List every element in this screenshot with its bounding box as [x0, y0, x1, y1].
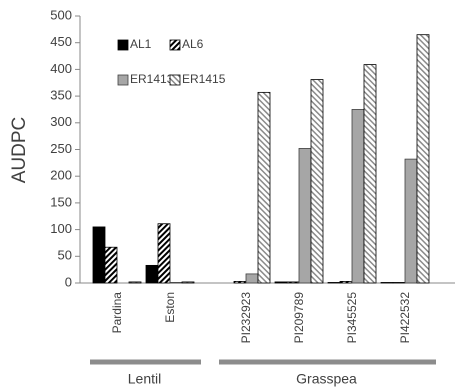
x-tick-label: PI209789 [292, 292, 306, 344]
bar [298, 148, 312, 284]
bar [92, 226, 106, 284]
legend-label: ER1415 [182, 72, 226, 86]
x-tick-label: PI232923 [239, 292, 253, 344]
y-tick-label: 400 [50, 61, 72, 76]
bar [380, 282, 394, 284]
legend-swatch [117, 39, 129, 51]
bar [392, 282, 406, 284]
x-tick-label: Eston [163, 292, 177, 323]
bar [286, 281, 300, 284]
x-tick-label: Pardina [110, 292, 124, 334]
bar [310, 79, 324, 284]
bar [274, 281, 288, 284]
y-tick-label: 0 [65, 274, 72, 289]
x-tick-label: PI422532 [398, 292, 412, 344]
y-tick-label: 50 [58, 248, 72, 263]
legend-label: ER1413 [130, 72, 174, 86]
group-label: Lentil [128, 371, 161, 387]
legend-swatch [169, 74, 181, 86]
legend-label: AL1 [130, 37, 152, 51]
y-tick-label: 300 [50, 114, 72, 129]
y-tick-label: 450 [50, 34, 72, 49]
y-tick-label: 100 [50, 221, 72, 236]
bar [128, 281, 142, 284]
x-tick-label: PI345525 [345, 292, 359, 344]
bar [257, 91, 271, 284]
y-tick-label: 500 [50, 7, 72, 22]
bar [363, 64, 377, 284]
bar [145, 264, 159, 284]
bar [339, 280, 353, 284]
legend-swatch [169, 39, 181, 51]
legend-swatch [117, 74, 129, 86]
bar [169, 282, 183, 284]
bar [157, 223, 171, 284]
y-tick-label: 150 [50, 194, 72, 209]
y-tick-label: 250 [50, 141, 72, 156]
bar [104, 246, 118, 284]
bar [404, 158, 418, 284]
y-tick-label: 200 [50, 168, 72, 183]
bar [327, 282, 341, 284]
bar [416, 34, 430, 284]
y-tick-label: 350 [50, 88, 72, 103]
group-label: Grasspea [296, 371, 357, 387]
legend-label: AL6 [182, 37, 204, 51]
bar [245, 273, 259, 284]
bar [351, 109, 365, 284]
bar [233, 280, 247, 284]
bar [181, 281, 195, 284]
y-axis-label: AUDPC [9, 117, 30, 184]
